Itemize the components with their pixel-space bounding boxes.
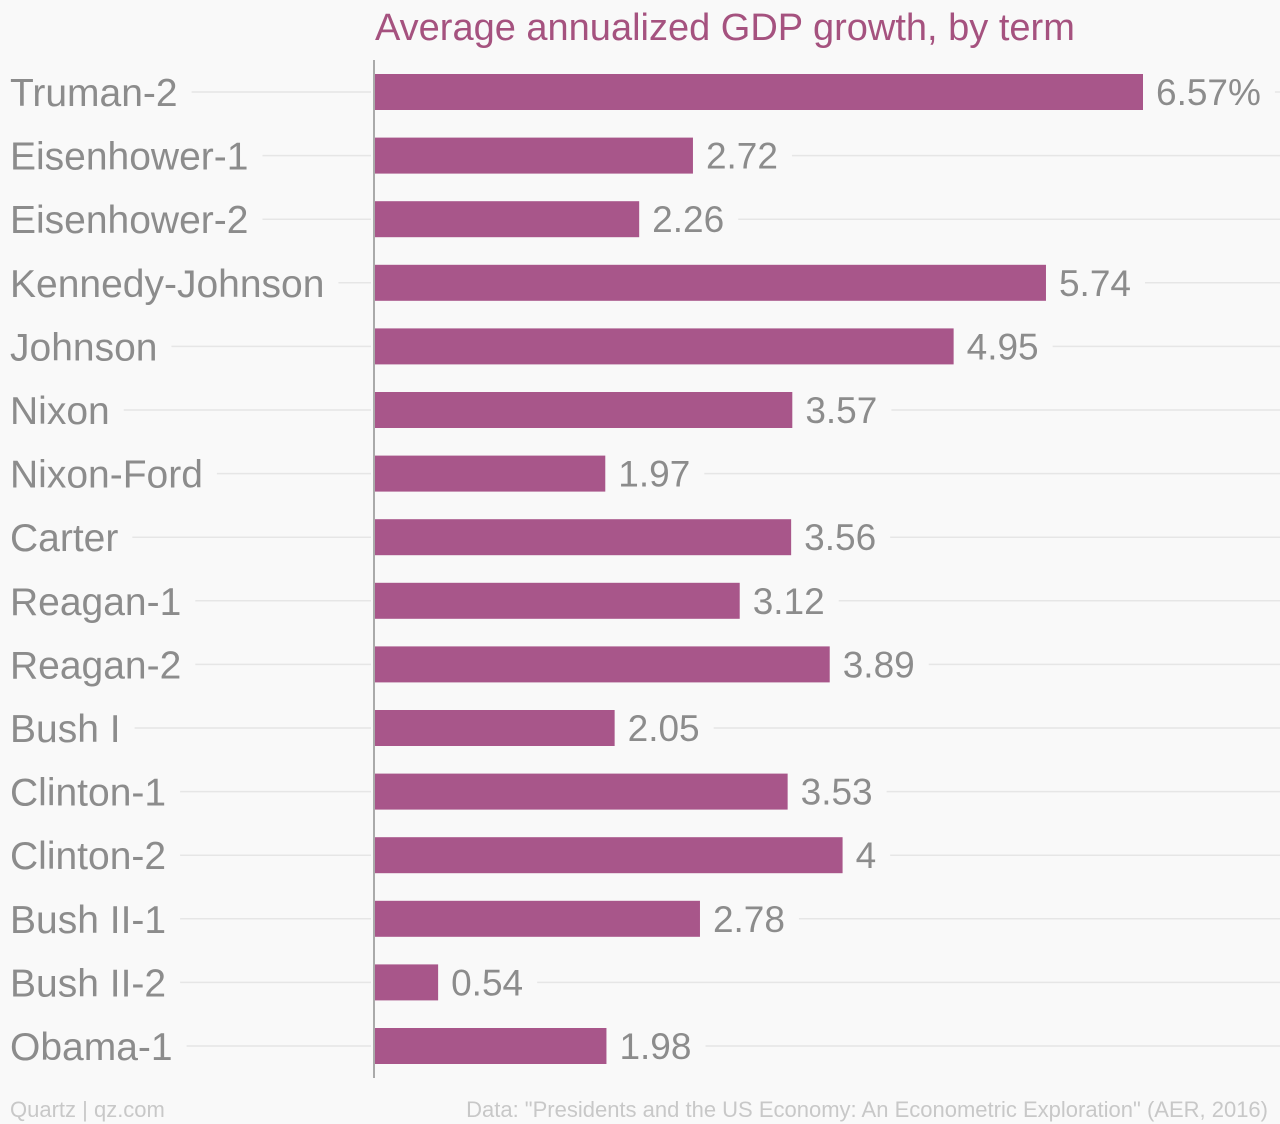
category-label: Kennedy-Johnson — [10, 263, 324, 306]
category-label: Truman-2 — [10, 72, 178, 115]
category-label: Carter — [10, 517, 118, 560]
bar — [375, 837, 843, 874]
category-label: Bush II-2 — [10, 962, 166, 1005]
value-label: 5.74 — [1059, 263, 1131, 304]
value-label: 0.54 — [451, 962, 523, 1003]
bar — [375, 328, 954, 365]
footer-source: Data: "Presidents and the US Economy: An… — [466, 1097, 1268, 1122]
value-label: 4 — [856, 835, 877, 876]
bar — [375, 964, 439, 1001]
gridlines — [123, 91, 1280, 1047]
value-label: 3.56 — [804, 517, 876, 558]
category-label: Eisenhower-1 — [10, 136, 248, 179]
value-label: 3.89 — [843, 644, 915, 685]
category-label: Eisenhower-2 — [10, 199, 248, 242]
bar — [375, 74, 1143, 110]
bar — [375, 710, 615, 746]
value-label: 2.78 — [713, 899, 785, 940]
value-label: 6.57% — [1156, 72, 1261, 113]
value-label: 3.12 — [753, 581, 825, 622]
bar — [375, 519, 792, 556]
category-label: Clinton-2 — [10, 835, 166, 878]
bar — [375, 646, 830, 683]
category-label: Reagan-2 — [10, 644, 181, 687]
value-label: 1.97 — [618, 454, 690, 495]
bar — [375, 900, 700, 937]
category-label: Nixon — [10, 390, 110, 433]
bar — [375, 264, 1046, 301]
bars — [375, 74, 1143, 1064]
bar — [375, 582, 740, 619]
category-label: Johnson — [10, 326, 157, 369]
bar — [375, 392, 793, 428]
value-label: 2.72 — [706, 136, 778, 177]
bar — [375, 773, 788, 810]
value-label: 4.95 — [967, 326, 1039, 367]
value-label: 3.57 — [805, 390, 877, 431]
category-label: Nixon-Ford — [10, 454, 203, 497]
bar — [375, 1028, 607, 1064]
bar — [375, 201, 640, 238]
category-label: Clinton-1 — [10, 772, 166, 815]
category-label: Reagan-1 — [10, 581, 181, 624]
value-label: 2.05 — [628, 708, 700, 749]
value-label: 2.26 — [652, 199, 724, 240]
category-label: Bush I — [10, 708, 121, 751]
labels: Truman-2 6.57% Eisenhower-1 2.72 Eisenhower-… — [10, 72, 1261, 1069]
category-label: Obama-1 — [10, 1026, 173, 1069]
bar — [375, 137, 693, 174]
chart-title: Average annualized GDP growth, by term — [375, 7, 1075, 49]
value-label: 3.53 — [801, 772, 873, 813]
category-label: Bush II-1 — [10, 899, 166, 942]
value-label: 1.98 — [619, 1026, 691, 1067]
footer-credit: Quartz | qz.com — [10, 1097, 165, 1122]
bar — [375, 455, 606, 492]
